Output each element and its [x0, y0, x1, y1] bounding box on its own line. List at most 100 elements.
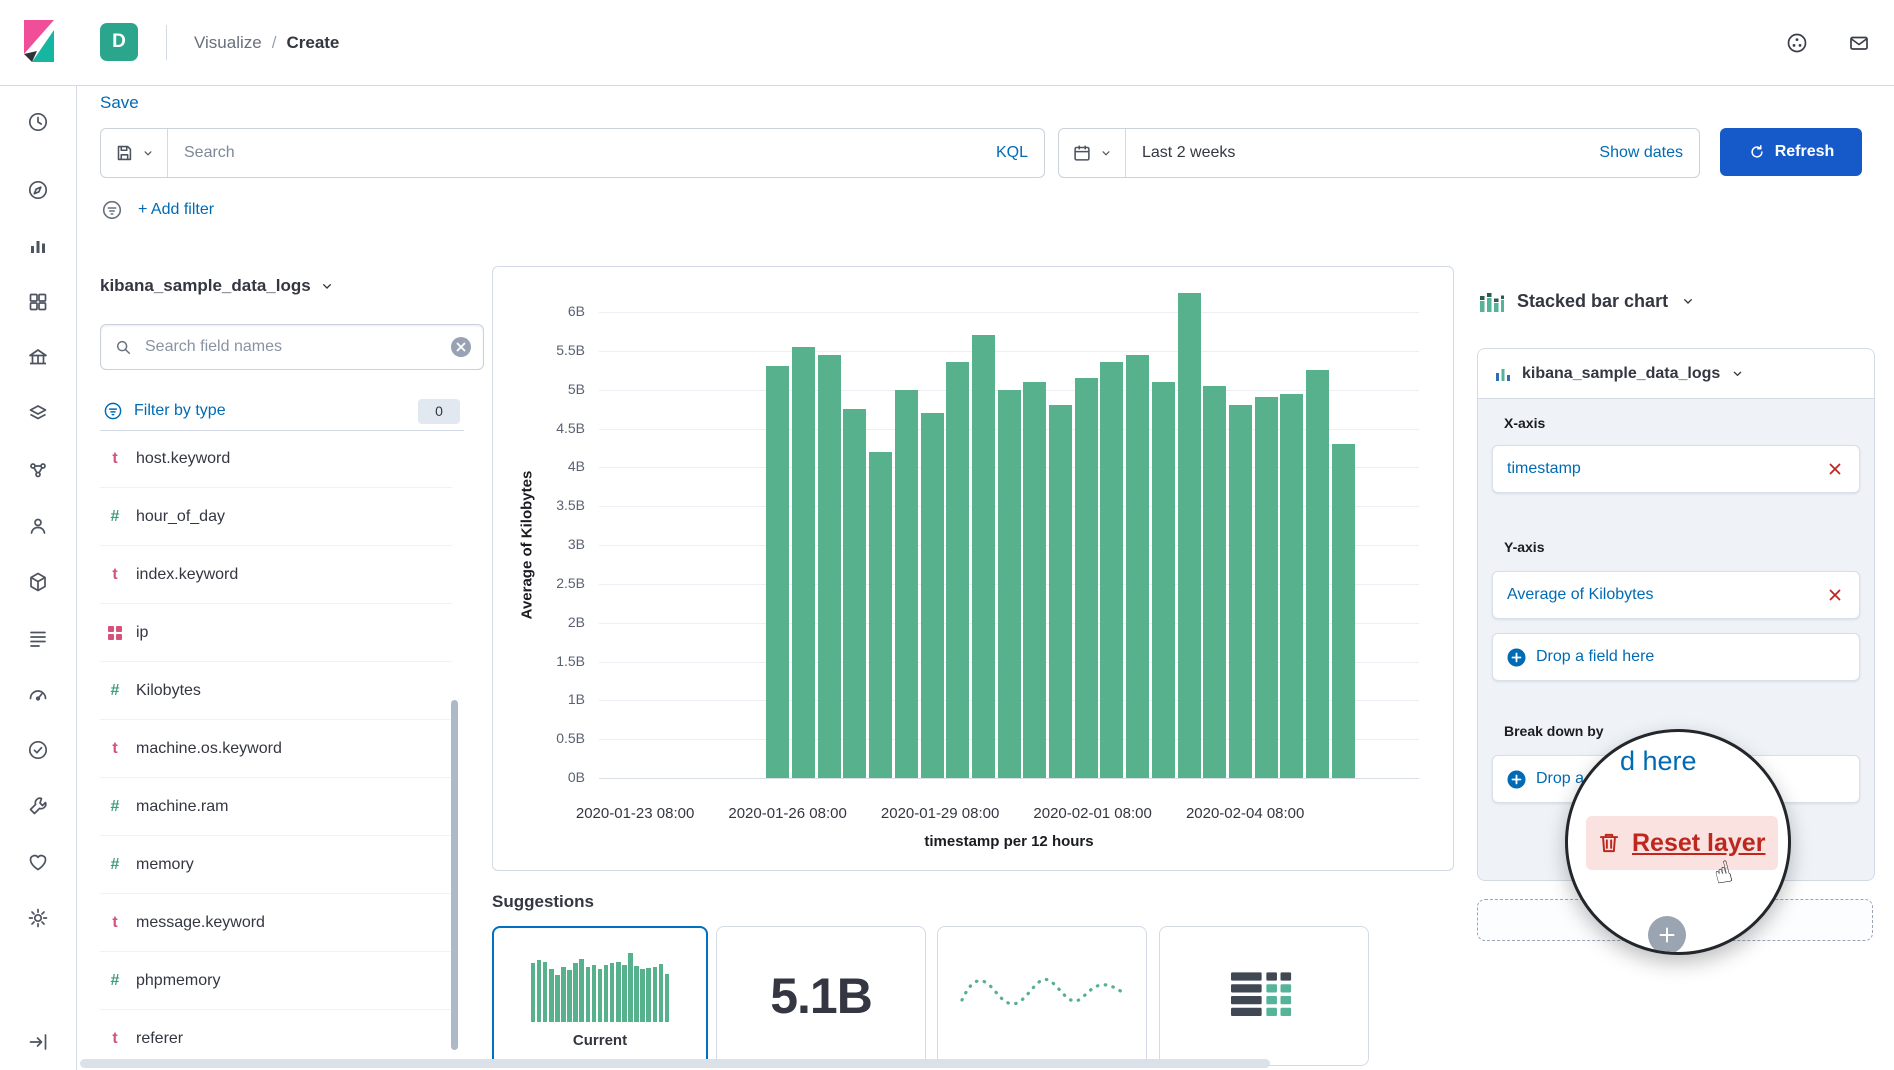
breadcrumb-visualize[interactable]: Visualize: [194, 32, 262, 52]
breadcrumb-separator: /: [271, 32, 277, 52]
suggestion-data-table[interactable]: [1159, 926, 1369, 1066]
stacked-bar-chart-icon: [1480, 293, 1504, 312]
reset-layer-button[interactable]: Reset layer: [1586, 816, 1778, 870]
bar-chart-plot[interactable]: [599, 292, 1419, 779]
bar-6: [920, 412, 944, 778]
field-item-phpmemory[interactable]: # phpmemory: [100, 952, 452, 1010]
suggestion-current[interactable]: Current: [492, 926, 708, 1068]
mini-bar: [591, 965, 597, 1022]
table-icon: [1231, 972, 1292, 1017]
y-tick-label: 2B: [567, 613, 585, 630]
y-axis-section-label: Y-axis: [1504, 539, 1545, 555]
sidebar-item-discover[interactable]: [26, 178, 50, 202]
search-icon: [116, 340, 130, 354]
sidebar-item-graph[interactable]: [26, 514, 50, 538]
sidebar-item-apm[interactable]: [26, 682, 50, 706]
sidebar-item-uptime[interactable]: [26, 738, 50, 762]
y-tick-label: 4B: [567, 458, 585, 475]
mini-bar: [609, 962, 615, 1022]
dashboard-grid-icon: [29, 293, 47, 311]
help-button[interactable]: [1776, 22, 1818, 64]
sidebar-item-dashboard[interactable]: [26, 290, 50, 314]
space-badge[interactable]: D: [100, 23, 138, 61]
newsletter-button[interactable]: [1838, 22, 1880, 64]
sidebar-item-monitoring[interactable]: [26, 850, 50, 874]
field-search-input[interactable]: [143, 337, 441, 357]
close-icon: [1829, 589, 1841, 601]
sidebar-item-machine-learning[interactable]: [26, 458, 50, 482]
field-name: Kilobytes: [136, 681, 201, 699]
mini-bar: [585, 966, 591, 1022]
logs-icon: [30, 631, 46, 647]
layer-index-pattern[interactable]: kibana_sample_data_logs: [1478, 349, 1874, 399]
time-range-value[interactable]: Last 2 weeks: [1142, 144, 1236, 161]
sidebar-item-recently-viewed[interactable]: [26, 110, 50, 134]
suggestion-line-chart[interactable]: [937, 926, 1147, 1066]
y-axis-dimension[interactable]: Average of Kilobytes: [1492, 571, 1860, 619]
mini-bar: [615, 961, 621, 1022]
field-item-Kilobytes[interactable]: # Kilobytes: [100, 662, 452, 720]
sidebar-item-visualize[interactable]: [26, 234, 50, 258]
header-divider: [166, 25, 167, 60]
filter-by-type-label: Filter by type: [134, 402, 226, 419]
sidebar-collapse-button[interactable]: [26, 1030, 50, 1054]
x-axis-dimension[interactable]: timestamp: [1492, 445, 1860, 493]
refresh-button[interactable]: Refresh: [1720, 128, 1862, 176]
heart-icon: [29, 854, 47, 871]
field-name: machine.os.keyword: [136, 739, 282, 757]
saved-query-menu-button[interactable]: [101, 129, 168, 177]
field-item-ip[interactable]: ip: [100, 604, 452, 662]
chart-type-switcher[interactable]: Stacked bar chart: [1479, 288, 1696, 314]
chevron-down-icon: [1734, 371, 1742, 377]
sidebar-item-maps[interactable]: [26, 402, 50, 426]
horizontal-scrollbar[interactable]: [80, 1059, 1270, 1068]
bar-11: [1049, 405, 1072, 778]
close-icon: [1829, 463, 1841, 475]
y-axis-drop-zone[interactable]: Drop a field here: [1492, 633, 1860, 681]
kibana-logo-icon[interactable]: [24, 20, 58, 62]
remove-y-dimension-button[interactable]: [1825, 585, 1845, 605]
y-tick-label: 4.5B: [556, 419, 585, 436]
sidebar-item-infrastructure[interactable]: [26, 570, 50, 594]
field-item-machine.ram[interactable]: # machine.ram: [100, 778, 452, 836]
bar-12: [1074, 378, 1098, 778]
field-item-machine.os.keyword[interactable]: t machine.os.keyword: [100, 720, 452, 778]
reset-layer-label: Reset layer: [1632, 828, 1766, 857]
field-item-index.keyword[interactable]: t index.keyword: [100, 546, 452, 604]
date-quick-select-button[interactable]: [1059, 129, 1126, 177]
refresh-label: Refresh: [1774, 143, 1835, 160]
mini-bar: [555, 975, 560, 1022]
suggestions-title: Suggestions: [492, 892, 595, 911]
sidebar-item-canvas[interactable]: [26, 346, 50, 370]
save-button[interactable]: Save: [100, 93, 139, 112]
mini-bar: [652, 967, 658, 1022]
add-layer-button[interactable]: [1648, 916, 1686, 952]
kql-button[interactable]: KQL: [980, 129, 1044, 177]
show-dates-button[interactable]: Show dates: [1583, 144, 1699, 162]
suggestion-metric[interactable]: 5.1B: [716, 926, 926, 1066]
filter-icon[interactable]: [100, 198, 124, 222]
refresh-icon: [1751, 144, 1763, 158]
clear-search-button[interactable]: [451, 337, 471, 357]
sidebar-item-logs[interactable]: [26, 626, 50, 650]
sidebar-item-management[interactable]: [26, 906, 50, 930]
field-item-message.keyword[interactable]: t message.keyword: [100, 894, 452, 952]
search-input[interactable]: [168, 129, 980, 177]
index-pattern-switcher[interactable]: kibana_sample_data_logs: [100, 276, 335, 296]
field-name: referer: [136, 1029, 184, 1047]
gear-icon: [28, 908, 48, 928]
field-item-hour_of_day[interactable]: # hour_of_day: [100, 488, 452, 546]
number-field-icon: #: [110, 797, 120, 815]
mini-bar: [573, 962, 578, 1022]
remove-x-dimension-button[interactable]: [1825, 459, 1845, 479]
y-tick-label: 3.5B: [556, 497, 585, 514]
field-list-scrollbar[interactable]: [451, 700, 458, 1050]
bar-4: [869, 451, 893, 778]
add-filter-button[interactable]: + Add filter: [138, 201, 215, 218]
field-item-memory[interactable]: # memory: [100, 836, 452, 894]
filter-by-type-row[interactable]: Filter by type 0: [100, 392, 464, 431]
chevron-down-icon: [1102, 151, 1110, 156]
mini-bar: [664, 974, 670, 1022]
field-item-host.keyword[interactable]: t host.keyword: [100, 430, 452, 488]
sidebar-item-dev-tools[interactable]: [26, 794, 50, 818]
